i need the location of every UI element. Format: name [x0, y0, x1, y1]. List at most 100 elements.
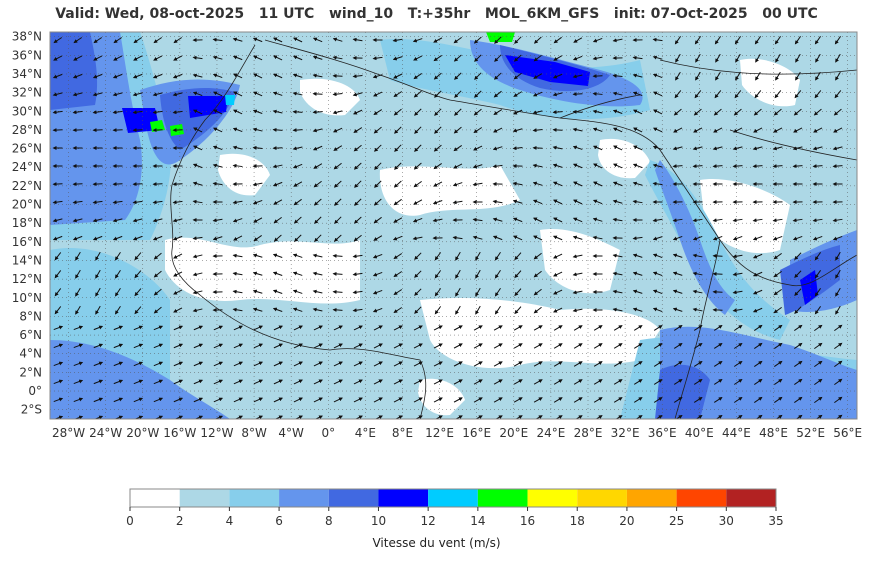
wind-arrow — [672, 146, 683, 151]
wind-arrow — [493, 379, 503, 385]
wind-arrow — [653, 343, 663, 349]
wind-arrow — [52, 110, 63, 115]
wind-arrow — [774, 378, 783, 385]
wind-arrow — [494, 54, 502, 62]
wind-arrow — [475, 251, 481, 261]
wind-arrow — [93, 55, 103, 61]
lon-tick-label: 0° — [321, 426, 335, 440]
wind-arrow — [172, 92, 183, 97]
wind-arrow — [413, 199, 423, 205]
wind-arrow — [353, 325, 363, 331]
colorbar-swatch — [279, 489, 329, 507]
wind-arrow — [473, 397, 483, 403]
lat-tick-label: 28°N — [12, 123, 42, 137]
wind-arrow — [652, 55, 663, 60]
wind-arrow — [212, 163, 223, 168]
wind-arrow — [293, 216, 302, 224]
wind-arrow — [253, 73, 263, 79]
wind-arrow — [653, 325, 663, 331]
wind-arrow — [73, 55, 83, 61]
wind-arrow — [232, 145, 243, 150]
wind-arrow — [252, 145, 263, 150]
wind-arrow — [734, 36, 741, 45]
wind-arrow — [312, 128, 323, 133]
wind-arrow — [393, 289, 403, 296]
wind-arrow — [192, 109, 203, 115]
wind-arrow — [433, 72, 442, 80]
wind-arrow — [173, 325, 184, 331]
wind-arrow — [714, 36, 721, 45]
latitude-labels: 38°N 36°N 34°N 32°N 30°N 28°N 26°N 24°N 22°N 20°N… — [12, 30, 42, 417]
wind-arrow — [473, 325, 483, 331]
wind-arrow — [72, 92, 83, 97]
wind-arrow — [712, 218, 723, 223]
lon-tick-label: 16°W — [163, 426, 196, 440]
wind-arrow — [232, 289, 243, 294]
wind-arrow — [513, 397, 523, 403]
wind-arrow — [553, 253, 563, 259]
wind-arrow — [835, 71, 841, 81]
wind-arrow — [273, 199, 283, 205]
wind-arrow — [232, 218, 243, 223]
wind-arrow — [715, 53, 721, 63]
wind-arrow — [635, 415, 643, 419]
lon-tick-label: 4°E — [355, 426, 376, 440]
wind-arrow — [414, 415, 423, 419]
wind-arrow — [93, 379, 104, 385]
wind-arrow — [835, 251, 841, 261]
wind-arrow — [453, 325, 463, 331]
wind-arrow — [172, 110, 183, 115]
wind-arrow — [272, 289, 283, 295]
wind-arrow — [734, 90, 742, 99]
wind-arrow — [72, 73, 83, 79]
lon-tick-label: 16°E — [462, 426, 491, 440]
wind-arrow — [272, 253, 283, 259]
wind-arrow — [572, 254, 583, 259]
wind-arrow — [332, 55, 343, 60]
wind-arrow — [312, 271, 323, 276]
wind-arrow — [752, 253, 763, 259]
wind-arrow — [735, 414, 743, 419]
wind-arrow — [233, 235, 243, 241]
wind-arrow — [112, 73, 123, 79]
wind-arrow — [693, 343, 703, 349]
wind-arrow — [334, 198, 342, 206]
lat-tick-label: 30°N — [12, 104, 42, 118]
wind-arrow — [712, 146, 723, 151]
wind-arrow — [374, 415, 383, 419]
wind-arrow — [72, 200, 83, 205]
wind-arrow — [393, 397, 403, 403]
wind-arrow — [292, 163, 303, 169]
wind-arrow — [593, 163, 603, 169]
wind-arrow — [473, 145, 483, 151]
wind-arrow — [472, 164, 483, 169]
wind-arrow — [252, 109, 263, 114]
wind-arrow — [533, 36, 542, 44]
wind-arrow — [612, 109, 623, 114]
wind-arrow — [353, 127, 363, 133]
wind-arrow — [393, 307, 403, 314]
wind-arrow — [613, 379, 623, 385]
wind-arrow — [493, 72, 502, 80]
wind-arrow — [672, 289, 683, 294]
wind-arrow — [513, 343, 523, 349]
wind-arrow — [533, 306, 542, 314]
wind-arrow — [592, 37, 603, 43]
wind-arrow — [572, 272, 583, 277]
lat-tick-label: 36°N — [12, 48, 42, 62]
wind-arrow — [632, 55, 643, 60]
valid-date: Valid: Wed, 08-oct-2025 — [55, 6, 245, 22]
longitude-labels: 28°W 24°W 20°W 16°W 12°W 8°W 4°W 0° 4°E 8°E 12°E 16… — [52, 426, 862, 440]
wind-arrow — [75, 305, 81, 315]
wind-arrow — [813, 127, 823, 133]
wind-arrow — [412, 236, 423, 241]
wind-arrow — [732, 272, 743, 277]
wind-arrow — [493, 343, 503, 349]
wind-arrow — [232, 307, 243, 312]
wind-arrow — [333, 180, 342, 188]
wind-arrow — [93, 415, 104, 419]
wind-arrow — [272, 91, 283, 96]
wind-arrow — [713, 360, 723, 367]
wind-arrow — [453, 343, 463, 349]
wind-arrow — [73, 325, 84, 331]
